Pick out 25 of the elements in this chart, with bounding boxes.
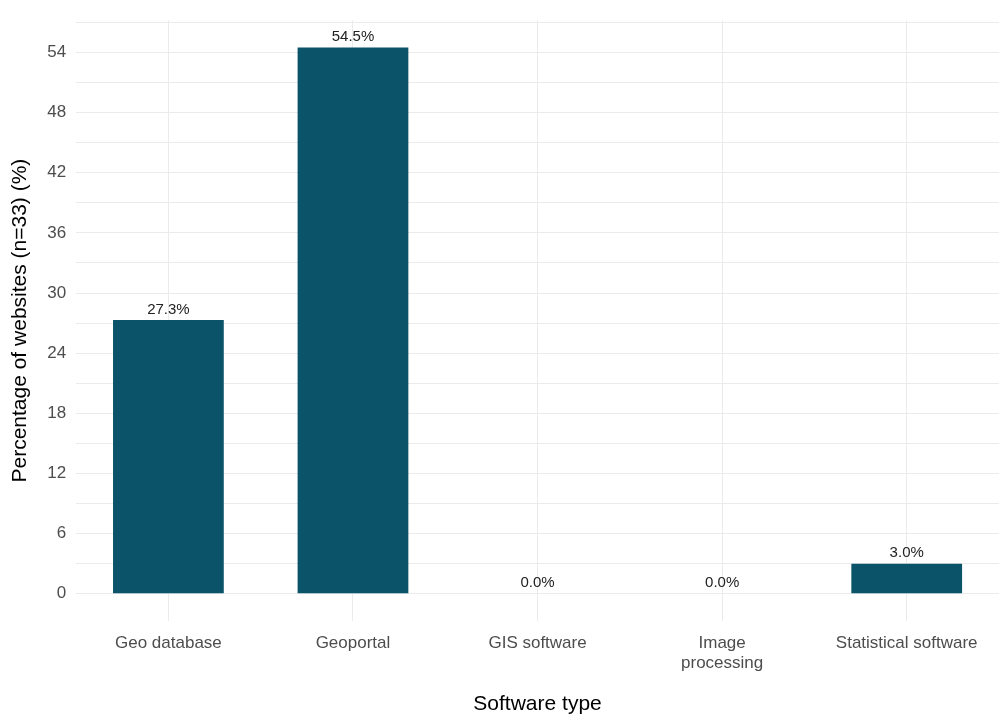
y-axis-title: Percentage of websites (n=33) (%) — [7, 158, 31, 483]
x-tick-label: Geoportal — [315, 632, 391, 652]
data-label: 0.0% — [705, 573, 740, 591]
data-label: 0.0% — [520, 573, 555, 591]
bar — [851, 563, 963, 594]
y-tick-label: 30 — [47, 282, 67, 302]
y-tick-label: 0 — [56, 583, 67, 603]
y-tick-label: 48 — [47, 102, 67, 122]
bar — [113, 320, 224, 594]
data-label: 54.5% — [331, 27, 375, 45]
y-tick-label: 6 — [56, 523, 67, 543]
y-tick-label: 36 — [47, 222, 67, 242]
y-tick-label: 18 — [47, 402, 67, 422]
data-label: 3.0% — [889, 543, 924, 561]
x-tick-label: Image processing — [681, 632, 764, 673]
x-tick-label: Statistical software — [835, 632, 978, 652]
x-tick-label: GIS software — [488, 632, 587, 652]
y-tick-label: 42 — [47, 162, 67, 182]
x-tick-label: Geo database — [114, 632, 222, 652]
y-tick-label: 12 — [47, 463, 67, 483]
data-label: 27.3% — [147, 299, 190, 317]
x-axis-title: Software type — [473, 691, 602, 715]
y-tick-label: 54 — [47, 42, 67, 62]
y-tick-label: 24 — [47, 342, 67, 362]
bar — [297, 47, 409, 594]
